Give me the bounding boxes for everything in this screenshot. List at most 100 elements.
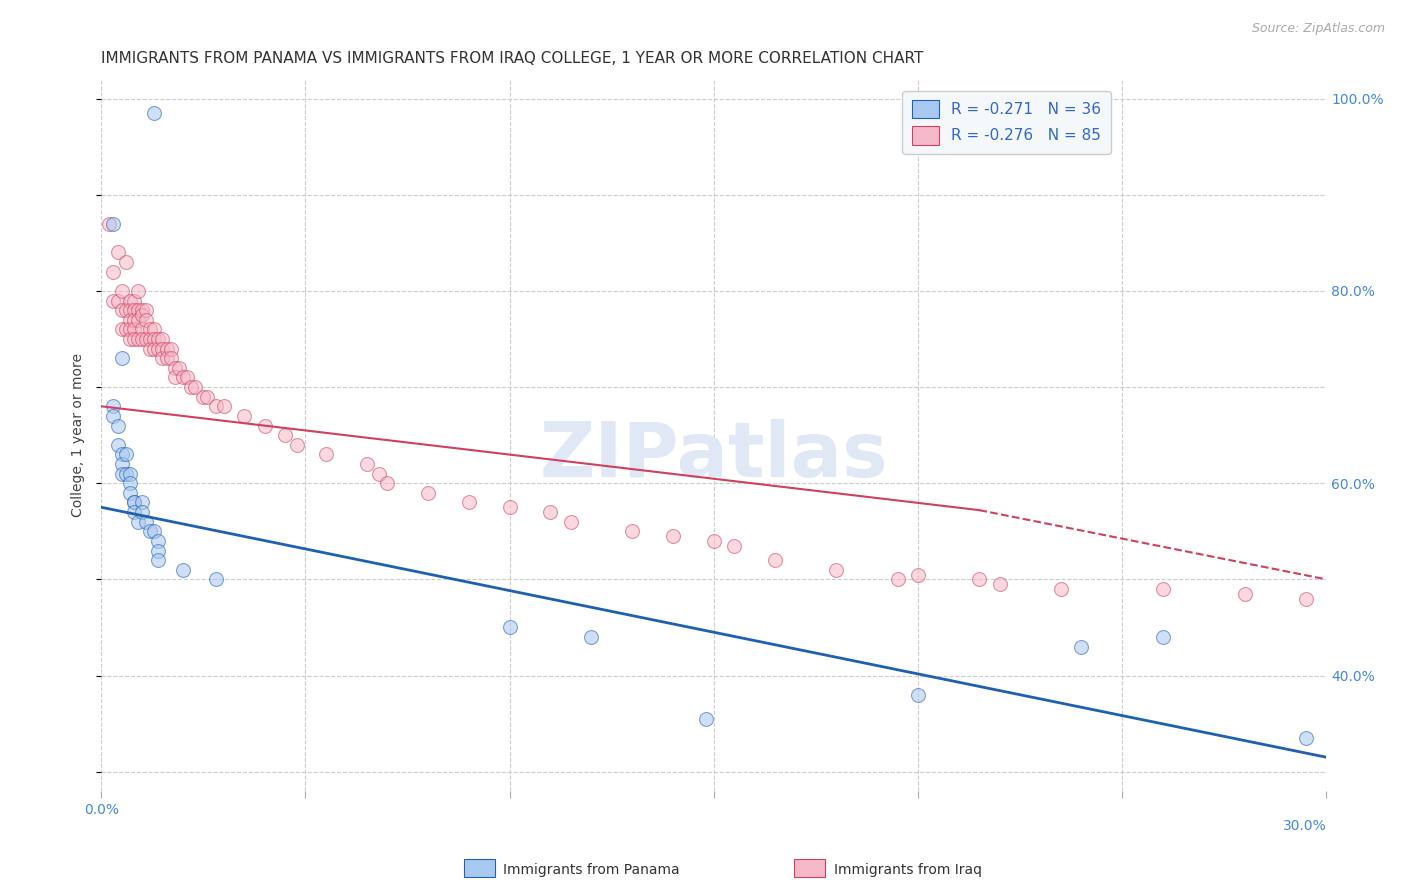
Point — [139, 524, 162, 539]
Point — [122, 322, 145, 336]
Text: IMMIGRANTS FROM PANAMA VS IMMIGRANTS FROM IRAQ COLLEGE, 1 YEAR OR MORE CORRELATI: IMMIGRANTS FROM PANAMA VS IMMIGRANTS FRO… — [101, 51, 924, 66]
Point — [139, 332, 162, 346]
Point — [143, 332, 166, 346]
Point — [233, 409, 256, 423]
Point — [135, 515, 157, 529]
Point — [135, 303, 157, 318]
Point — [1050, 582, 1073, 596]
Point — [118, 322, 141, 336]
Point — [560, 515, 582, 529]
Point — [111, 457, 134, 471]
Text: ZIPatlas: ZIPatlas — [540, 419, 889, 493]
Point — [184, 380, 207, 394]
Point — [148, 342, 170, 356]
Point — [118, 312, 141, 326]
Point — [118, 476, 141, 491]
Point — [139, 322, 162, 336]
Point — [167, 360, 190, 375]
Point — [118, 293, 141, 308]
Point — [204, 573, 226, 587]
Point — [114, 467, 136, 481]
Point — [143, 342, 166, 356]
Point — [152, 342, 174, 356]
Point — [1295, 731, 1317, 745]
Point — [131, 332, 153, 346]
Point — [886, 573, 908, 587]
Point — [131, 495, 153, 509]
Point — [107, 293, 129, 308]
Point — [498, 620, 520, 634]
Point — [662, 529, 685, 543]
Point — [103, 409, 125, 423]
Point — [127, 312, 149, 326]
Text: Immigrants from Iraq: Immigrants from Iraq — [834, 863, 981, 877]
Point — [131, 505, 153, 519]
Point — [159, 342, 181, 356]
Point — [143, 106, 166, 120]
Point — [103, 399, 125, 413]
Point — [143, 524, 166, 539]
Point — [122, 303, 145, 318]
Point — [122, 505, 145, 519]
Text: 30.0%: 30.0% — [1282, 820, 1326, 833]
Point — [155, 351, 177, 366]
Point — [122, 312, 145, 326]
Point — [111, 467, 134, 481]
Point — [180, 380, 202, 394]
Point — [176, 370, 198, 384]
Point — [118, 467, 141, 481]
Point — [111, 284, 134, 298]
Point — [197, 390, 219, 404]
Point — [356, 457, 378, 471]
Point — [118, 303, 141, 318]
Point — [118, 486, 141, 500]
Point — [155, 342, 177, 356]
Point — [127, 515, 149, 529]
Point — [122, 332, 145, 346]
Point — [253, 418, 276, 433]
Point — [695, 712, 717, 726]
Point — [152, 351, 174, 366]
Point — [907, 688, 929, 702]
Point — [172, 563, 194, 577]
Point — [193, 390, 215, 404]
Point — [581, 630, 603, 644]
Point — [907, 567, 929, 582]
Point — [1295, 591, 1317, 606]
Point — [107, 438, 129, 452]
Point — [969, 573, 991, 587]
Point — [114, 447, 136, 461]
Point — [163, 370, 186, 384]
Point — [1070, 640, 1092, 654]
Text: Source: ZipAtlas.com: Source: ZipAtlas.com — [1251, 22, 1385, 36]
Text: Immigrants from Panama: Immigrants from Panama — [503, 863, 681, 877]
Point — [763, 553, 786, 567]
Point — [114, 303, 136, 318]
Point — [457, 495, 479, 509]
Point — [172, 370, 194, 384]
Point — [274, 428, 297, 442]
Point — [723, 539, 745, 553]
Point — [131, 308, 153, 322]
Point — [114, 255, 136, 269]
Point — [498, 500, 520, 515]
Point — [139, 342, 162, 356]
Point — [107, 245, 129, 260]
Point — [111, 447, 134, 461]
Y-axis label: College, 1 year or more: College, 1 year or more — [72, 353, 86, 517]
Point — [148, 543, 170, 558]
Point — [315, 447, 337, 461]
Point — [103, 217, 125, 231]
Point — [148, 332, 170, 346]
Point — [1233, 587, 1256, 601]
Point — [103, 293, 125, 308]
Point — [148, 553, 170, 567]
Point — [285, 438, 308, 452]
Point — [1152, 630, 1174, 644]
Legend: R = -0.271   N = 36, R = -0.276   N = 85: R = -0.271 N = 36, R = -0.276 N = 85 — [903, 91, 1111, 153]
Point — [131, 303, 153, 318]
Point — [122, 293, 145, 308]
Point — [1152, 582, 1174, 596]
Point — [416, 486, 439, 500]
Point — [111, 303, 134, 318]
